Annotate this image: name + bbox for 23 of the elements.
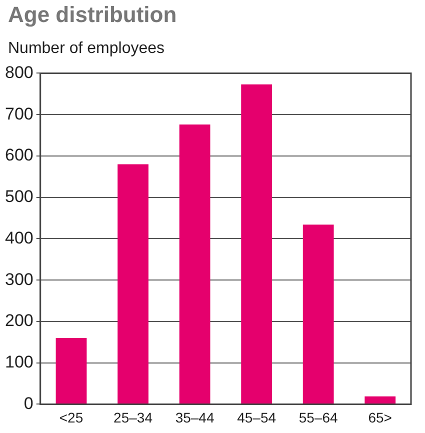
y-tick-label: 500 xyxy=(4,187,34,206)
bar xyxy=(56,338,87,404)
y-tick-label: 400 xyxy=(4,228,34,248)
bar xyxy=(179,124,210,404)
y-tick-label: 200 xyxy=(4,311,34,330)
x-tick-label: 65> xyxy=(368,409,392,426)
bar xyxy=(118,164,148,404)
y-tick-label: 800 xyxy=(4,62,34,82)
y-tick-label: 700 xyxy=(4,104,34,124)
bar xyxy=(364,396,396,404)
x-tick-label: 35–44 xyxy=(175,409,214,426)
x-tick-label: 25–34 xyxy=(114,409,153,426)
y-tick-label: 0 xyxy=(24,394,34,413)
x-tick-label: <25 xyxy=(59,409,84,426)
y-tick-label: 300 xyxy=(4,270,34,289)
y-axis-title: Number of employees xyxy=(8,40,165,58)
y-tick-label: 100 xyxy=(4,352,34,372)
y-tick-label: 600 xyxy=(4,146,34,165)
x-tick-label: 55–64 xyxy=(298,409,338,426)
bar xyxy=(241,84,272,404)
x-tick-label: 45–54 xyxy=(237,409,276,426)
bar xyxy=(302,224,334,404)
chart-title: Age distribution xyxy=(8,2,177,28)
